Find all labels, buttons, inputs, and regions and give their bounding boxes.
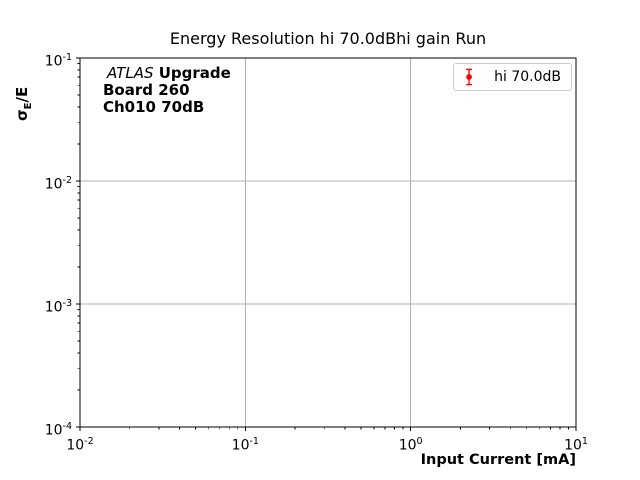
x-tick-label: 100 — [398, 436, 423, 454]
annotation-line-3: Ch010 70dB — [103, 98, 205, 116]
y-tick-label: 10-3 — [44, 297, 72, 316]
annotation-upgrade: Upgrade — [158, 64, 231, 82]
y-axis-label-rest: /E — [13, 86, 31, 103]
y-tick-label: 10-1 — [44, 51, 72, 70]
x-tick-label: 101 — [564, 436, 588, 454]
errorbar-marker-icon — [466, 68, 473, 86]
annotation-line-2: Board 260 — [103, 81, 190, 99]
annotation-atlas: ATLAS — [107, 64, 154, 82]
x-tick-label: 10-1 — [231, 436, 259, 454]
legend: hi 70.0dB — [453, 63, 572, 91]
x-axis-label: Input Current [mA] — [420, 452, 576, 468]
atlas-annotation: ATLAS Upgrade Board 260 Ch010 70dB — [103, 65, 231, 116]
y-axis-label-subscript: E — [23, 102, 34, 110]
x-tick-label: 10-2 — [66, 436, 94, 454]
annotation-line-1: ATLAS Upgrade — [103, 65, 231, 82]
chart-title: Energy Resolution hi 70.0dBhi gain Run — [169, 29, 487, 48]
y-tick-label: 10-2 — [44, 174, 72, 193]
y-tick-label: 10-4 — [44, 420, 72, 439]
y-axis-label-sigma: σ — [13, 109, 31, 121]
y-axis-label: σE/E — [13, 87, 34, 121]
legend-label: hi 70.0dB — [494, 69, 561, 85]
